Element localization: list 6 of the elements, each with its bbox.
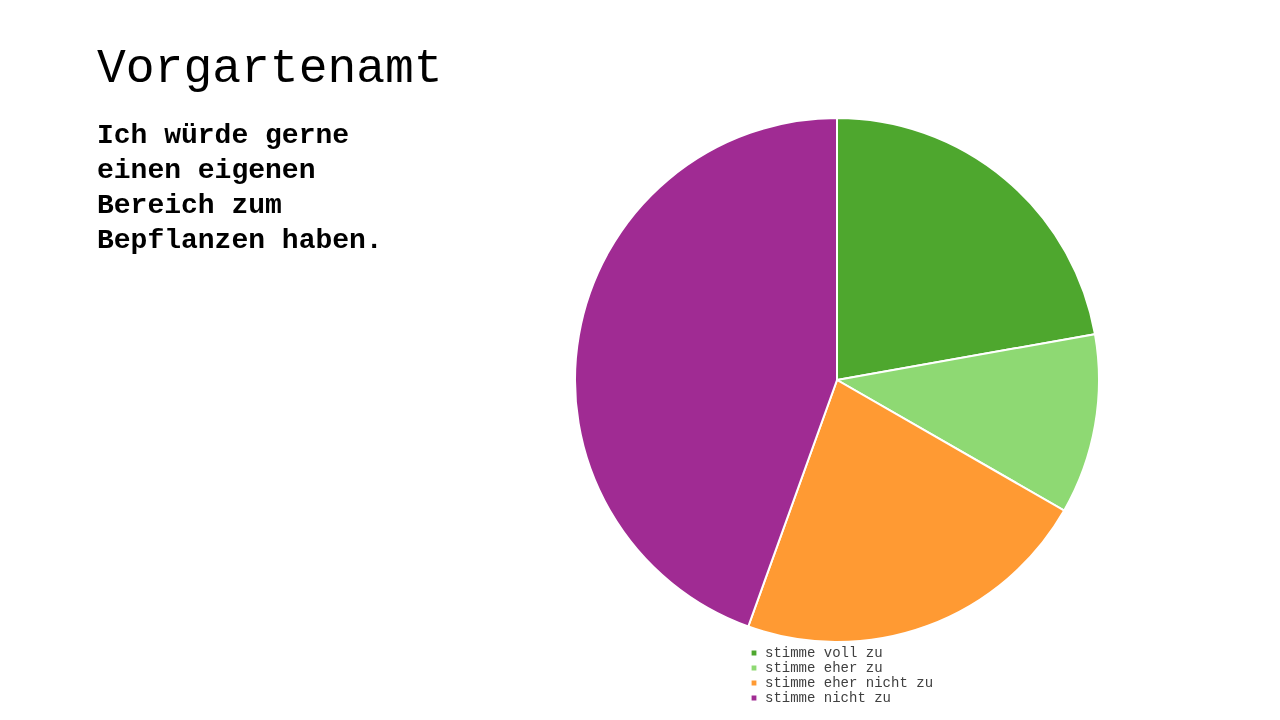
legend-label: stimme eher zu [765,660,883,676]
legend-label: stimme nicht zu [765,690,892,706]
legend-label: stimme eher nicht zu [765,675,934,691]
chart-title: Vorgartenamt [97,42,443,96]
text: Ich würde gerne einen eigenen Bereich zum Bepflanzen haben. [97,119,384,258]
legend-label: stimme voll zu [765,645,883,661]
